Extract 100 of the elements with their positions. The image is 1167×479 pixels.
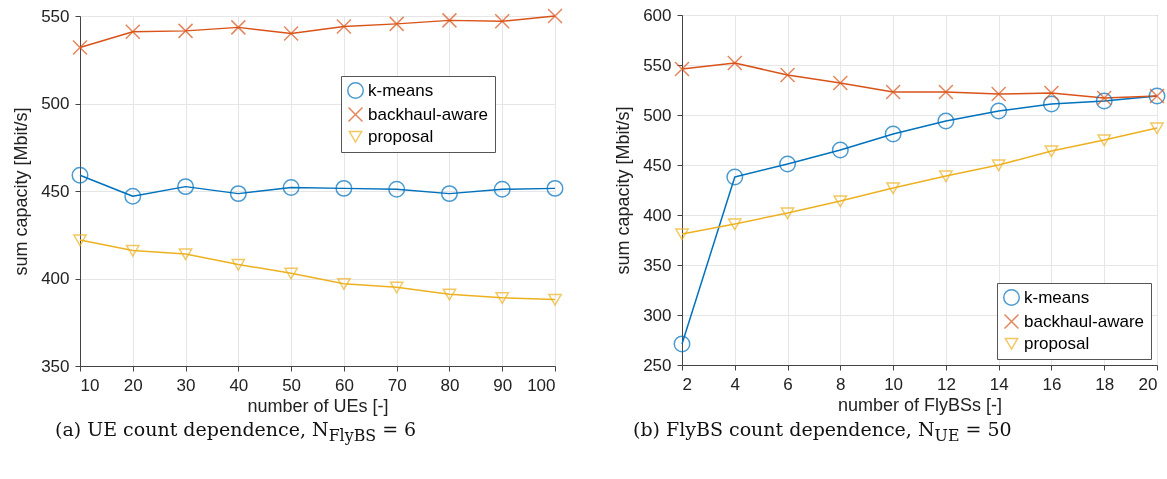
point	[442, 288, 457, 301]
point	[282, 179, 300, 196]
point	[991, 159, 1006, 172]
y-tick-label: 550	[643, 55, 672, 75]
point	[441, 12, 458, 29]
point	[388, 16, 405, 32]
x-tick-label: 18	[1095, 374, 1115, 394]
x-axis-title: number of FlyBSs [-]	[837, 394, 1003, 415]
point	[779, 67, 796, 83]
point	[495, 292, 510, 305]
point	[73, 234, 87, 247]
x-tick-label: 60	[334, 375, 354, 395]
x-tick-label: 80	[440, 375, 460, 395]
point	[937, 112, 955, 130]
text: (a) UE count dependence, N$_{FlyBS}$ = 6	[55, 418, 417, 445]
point	[493, 180, 511, 198]
point	[124, 187, 142, 205]
x-tick-label: 4	[730, 374, 741, 394]
point	[229, 185, 247, 203]
point	[335, 179, 353, 197]
point	[1042, 95, 1060, 113]
point	[675, 228, 689, 241]
point	[885, 84, 901, 100]
point	[230, 19, 247, 36]
point	[177, 23, 194, 39]
point	[990, 86, 1007, 102]
y-tick-label: 350	[41, 356, 70, 376]
point	[1043, 85, 1060, 101]
point	[674, 61, 690, 77]
point	[1150, 122, 1164, 135]
y-tick-label: 450	[643, 155, 672, 175]
point	[726, 168, 744, 186]
point	[284, 267, 298, 280]
y-tick-label: 600	[643, 5, 672, 25]
point	[938, 84, 954, 100]
y-tick-label: 350	[643, 255, 672, 275]
point	[832, 75, 849, 91]
legend-label: k-means	[368, 80, 434, 100]
x-tick-label: 8	[836, 374, 846, 394]
point	[1096, 90, 1112, 106]
point	[389, 281, 404, 294]
point	[178, 248, 193, 261]
point	[1095, 92, 1113, 110]
y-tick-label: 450	[41, 181, 70, 201]
x-tick-label: 10	[884, 374, 904, 394]
point	[886, 182, 900, 195]
point	[72, 39, 88, 56]
y-tick-label: 500	[41, 94, 70, 113]
y-axis-title: sum capacity [Mbit/s]	[613, 106, 634, 275]
point	[177, 178, 195, 196]
point	[990, 102, 1008, 120]
legend-label: backhaul-aware	[1024, 311, 1145, 331]
x-tick-label: 2	[682, 374, 692, 394]
point	[884, 125, 902, 143]
x-tick-label: 6	[783, 374, 793, 394]
point	[388, 180, 406, 198]
x-tick-label: 12	[936, 374, 956, 394]
legend-label: k-means	[1024, 287, 1090, 307]
x-tick-label: 20	[123, 375, 143, 395]
y-tick-label: 400	[643, 205, 672, 225]
point	[440, 185, 458, 203]
point	[939, 170, 953, 183]
point	[727, 218, 742, 231]
x-tick-label: 70	[387, 375, 407, 395]
point	[336, 18, 352, 35]
x-tick-label: 14	[989, 374, 1009, 394]
point	[125, 244, 140, 257]
point	[1044, 145, 1059, 158]
y-tick-label: 250	[643, 355, 672, 375]
point	[546, 179, 564, 197]
point	[831, 141, 849, 159]
point	[780, 207, 795, 220]
point	[779, 155, 797, 173]
x-tick-label: 100	[527, 375, 556, 395]
text: (b) FlyBS count dependence, N$_{UE}$ = 50	[633, 418, 1012, 445]
y-tick-label: 500	[643, 105, 672, 125]
x-tick-label: 20	[1138, 374, 1158, 394]
y-tick-label: 400	[41, 269, 70, 288]
point	[337, 278, 351, 291]
point	[547, 8, 563, 24]
point	[71, 166, 89, 184]
x-tick-label: 10	[80, 375, 100, 395]
point	[673, 335, 691, 353]
y-axis-title: sum capacity [Mbit/s]	[11, 107, 32, 276]
x-axis-title: number of UEs [-]	[247, 395, 389, 416]
point	[727, 55, 743, 71]
x-tick-label: 40	[229, 375, 249, 395]
y-tick-label: 300	[643, 305, 672, 325]
legend-label: proposal	[1024, 333, 1090, 353]
x-tick-label: 90	[493, 375, 513, 395]
y-tick-label: 550	[41, 6, 70, 26]
point	[494, 13, 510, 29]
x-tick-label: 30	[176, 375, 196, 395]
point	[283, 25, 299, 42]
point	[548, 293, 562, 306]
point	[125, 24, 141, 40]
x-tick-label: 50	[282, 375, 302, 395]
point	[833, 195, 848, 208]
point	[231, 258, 246, 271]
legend-label: proposal	[368, 126, 434, 146]
